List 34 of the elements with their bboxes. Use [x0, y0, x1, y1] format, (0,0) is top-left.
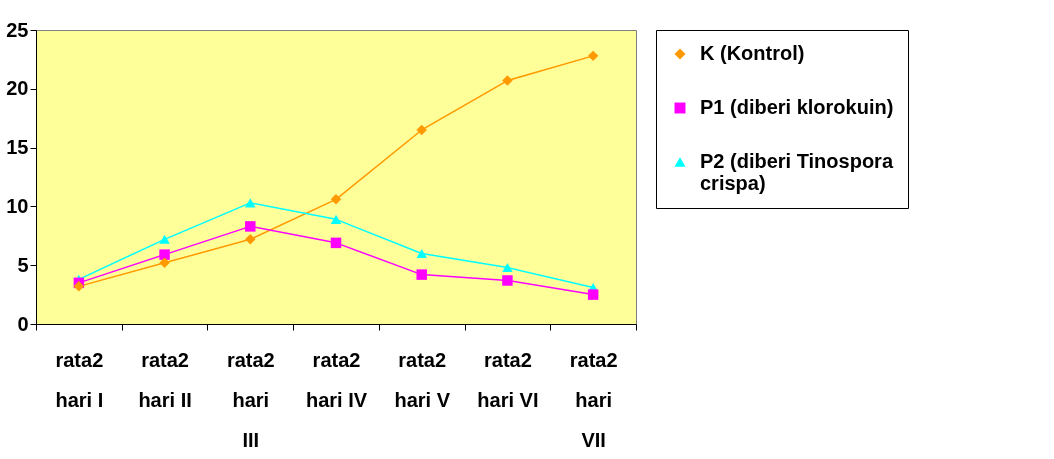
x-tick-label: rata2 hari I	[55, 348, 104, 411]
x-tick-label: rata2 hari VII	[569, 348, 618, 451]
x-tick-label: rata2 hari III	[226, 348, 275, 451]
y-tick-label: 5	[17, 253, 29, 276]
y-tick-label: 10	[6, 194, 29, 217]
y-tick-label: 25	[6, 18, 29, 41]
x-tick-label: rata2 hari VI	[477, 348, 539, 411]
point	[502, 275, 513, 286]
point	[159, 234, 170, 244]
point	[416, 269, 427, 280]
y-tick-label: 20	[6, 77, 29, 100]
point	[245, 198, 256, 208]
point	[330, 214, 342, 224]
point	[330, 194, 342, 205]
x-tick-label: rata2 hari IV	[305, 348, 368, 411]
point	[330, 237, 342, 249]
point	[159, 257, 170, 269]
point	[587, 50, 599, 62]
point	[245, 234, 256, 245]
legend-label: K (Kontrol)	[700, 42, 805, 64]
x-tick-label: rata2 hari V	[394, 348, 451, 411]
y-tick-label: 0	[17, 312, 29, 335]
point	[502, 75, 513, 86]
point	[73, 281, 85, 292]
point	[502, 263, 513, 273]
point	[159, 249, 170, 260]
point	[416, 124, 427, 136]
point	[245, 221, 256, 232]
point	[587, 289, 599, 300]
x-tick-label: rata2 hari II	[138, 348, 192, 411]
legend-label: P2 (diberi Tinospora crispa)	[700, 150, 894, 194]
legend-label: P1 (diberi klorokuin)	[700, 96, 894, 118]
y-tick-label: 15	[6, 136, 29, 159]
point	[416, 248, 427, 258]
